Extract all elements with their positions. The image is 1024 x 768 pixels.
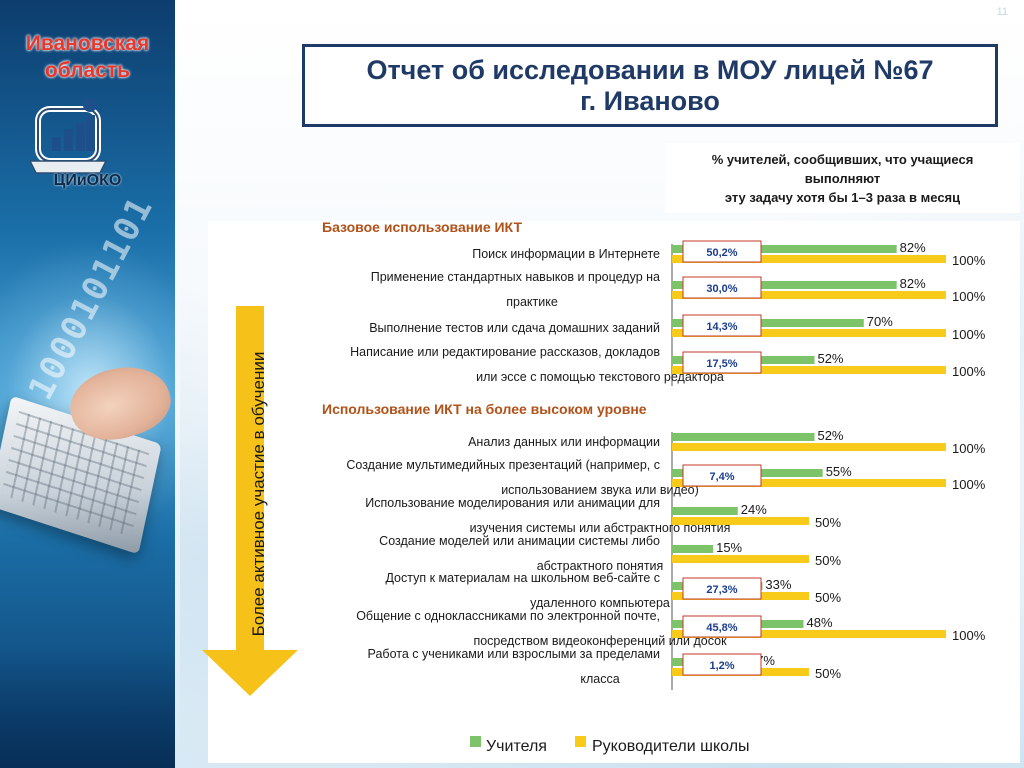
region-title-line1: Ивановская xyxy=(25,32,150,55)
bar-principals xyxy=(672,366,946,374)
arrow-label: Более активное участие в обучении xyxy=(249,352,268,637)
category-label: или эссе с помощью текстового редактора xyxy=(476,370,724,384)
category-label: абстрактного понятия xyxy=(537,559,664,573)
bar-teachers xyxy=(672,433,815,441)
bar-principals xyxy=(672,555,809,563)
bar-label-teachers: 15% xyxy=(716,540,742,555)
category-label: класса xyxy=(580,672,619,686)
bar-label-principals: 50% xyxy=(815,666,841,681)
value-badge xyxy=(682,276,762,299)
title-line1: Отчет об исследовании в МОУ лицей №67 xyxy=(366,54,934,85)
value-badge xyxy=(682,240,762,263)
bar-principals xyxy=(672,517,809,525)
value-badge xyxy=(682,653,762,676)
chart-panel-tab xyxy=(208,221,1020,763)
bar-label-teachers: 48% xyxy=(807,615,833,630)
category-label: Создание мультимедийных презентаций (нап… xyxy=(346,458,660,472)
bar-label-principals: 100% xyxy=(952,441,986,456)
legend-label-teachers: Учителя xyxy=(486,738,547,755)
bar-principals xyxy=(672,479,946,487)
note-line2: выполняют xyxy=(804,171,881,186)
legend-swatch-teachers xyxy=(470,736,481,747)
category-label: Написание или редактирование рассказов, … xyxy=(350,345,660,359)
value-badge xyxy=(682,577,762,600)
legend-swatch-principals xyxy=(575,736,586,747)
bar-label-principals: 100% xyxy=(952,289,986,304)
category-label: Доступ к материалам на школьном веб-сайт… xyxy=(385,571,660,585)
bar-teachers xyxy=(672,281,897,289)
value-badge xyxy=(682,615,762,638)
category-label: Использование моделирования или анимации… xyxy=(365,496,660,510)
value-badge xyxy=(682,464,762,487)
category-label: практике xyxy=(506,295,558,309)
bar-label-teachers: 24% xyxy=(741,502,767,517)
bar-label-principals: 100% xyxy=(952,628,986,643)
legend-label-principals: Руководители школы xyxy=(592,738,750,755)
category-label: Создание моделей или анимации системы ли… xyxy=(379,534,660,548)
bar-label-teachers: 52% xyxy=(817,428,843,443)
bar-teachers xyxy=(672,507,738,515)
page-number: 11 xyxy=(996,6,1008,18)
category-label: удаленного компьютера xyxy=(530,596,670,610)
logo-text: ЦИиОКО xyxy=(53,172,122,189)
value-badge-text: 50,2% xyxy=(706,247,737,259)
title-box: Отчет об исследовании в МОУ лицей №67 г.… xyxy=(302,44,998,127)
category-label: использованием звука или видео) xyxy=(501,483,699,497)
bar-principals xyxy=(672,443,946,451)
bar-label-teachers: 33% xyxy=(765,577,791,592)
value-badge-text: 27,3% xyxy=(706,584,737,596)
category-label: Работа с учениками или взрослыми за пред… xyxy=(368,647,660,661)
value-badge-text: 1,2% xyxy=(709,660,734,672)
bar-label-principals: 100% xyxy=(952,327,986,342)
category-label: Поиск информации в Интернете xyxy=(472,247,660,261)
ciioko-logo-icon xyxy=(30,98,108,174)
note-line3: эту задачу хотя бы 1–3 раза в месяц xyxy=(724,190,961,205)
bar-principals xyxy=(672,630,946,638)
value-badge xyxy=(682,351,762,374)
bar-principals xyxy=(672,329,946,337)
bar-principals xyxy=(672,255,946,263)
bar-label-principals: 100% xyxy=(952,253,986,268)
value-badge-text: 45,8% xyxy=(706,622,737,634)
category-label: Анализ данных или информации xyxy=(468,435,660,449)
region-title: Ивановская область xyxy=(0,30,175,84)
bar-label-principals: 100% xyxy=(952,477,986,492)
category-label: Общение с одноклассниками по электронной… xyxy=(356,609,660,623)
value-badge-text: 7,4% xyxy=(709,471,734,483)
bar-label-principals: 50% xyxy=(815,515,841,530)
value-badge-text: 17,5% xyxy=(706,358,737,370)
bar-label-teachers: 82% xyxy=(900,240,926,255)
bar-label-teachers: 82% xyxy=(900,276,926,291)
note-line1: % учителей, сообщивших, что учащиеся xyxy=(711,152,974,167)
category-label: Выполнение тестов или сдача домашних зад… xyxy=(369,321,660,335)
category-label: посредством видеоконференций или досок xyxy=(473,634,727,648)
category-label: Применение стандартных навыков и процеду… xyxy=(371,270,660,284)
bar-label-teachers: 70% xyxy=(867,314,893,329)
bar-principals xyxy=(672,291,946,299)
bar-label-principals: 50% xyxy=(815,590,841,605)
section-heading: Использование ИКТ на более высоком уровн… xyxy=(322,401,647,417)
note-box: % учителей, сообщивших, что учащиеся вып… xyxy=(665,143,1020,213)
bar-teachers xyxy=(672,245,897,253)
bar-label-principals: 50% xyxy=(815,553,841,568)
value-badge-text: 30,0% xyxy=(706,283,737,295)
bar-teachers xyxy=(672,319,864,327)
value-badge xyxy=(682,314,762,337)
section-heading: Базовое использование ИКТ xyxy=(322,219,522,235)
down-arrow-icon xyxy=(202,306,298,696)
bar-label-teachers: 55% xyxy=(826,464,852,479)
region-title-line2: область xyxy=(44,59,131,82)
title-line2: г. Иваново xyxy=(580,85,720,116)
bar-label-teachers: 52% xyxy=(817,351,843,366)
bar-teachers xyxy=(672,545,714,553)
bar-label-principals: 100% xyxy=(952,364,986,379)
category-label: изучения системы или абстрактного поняти… xyxy=(470,521,731,535)
value-badge-text: 14,3% xyxy=(706,321,737,333)
